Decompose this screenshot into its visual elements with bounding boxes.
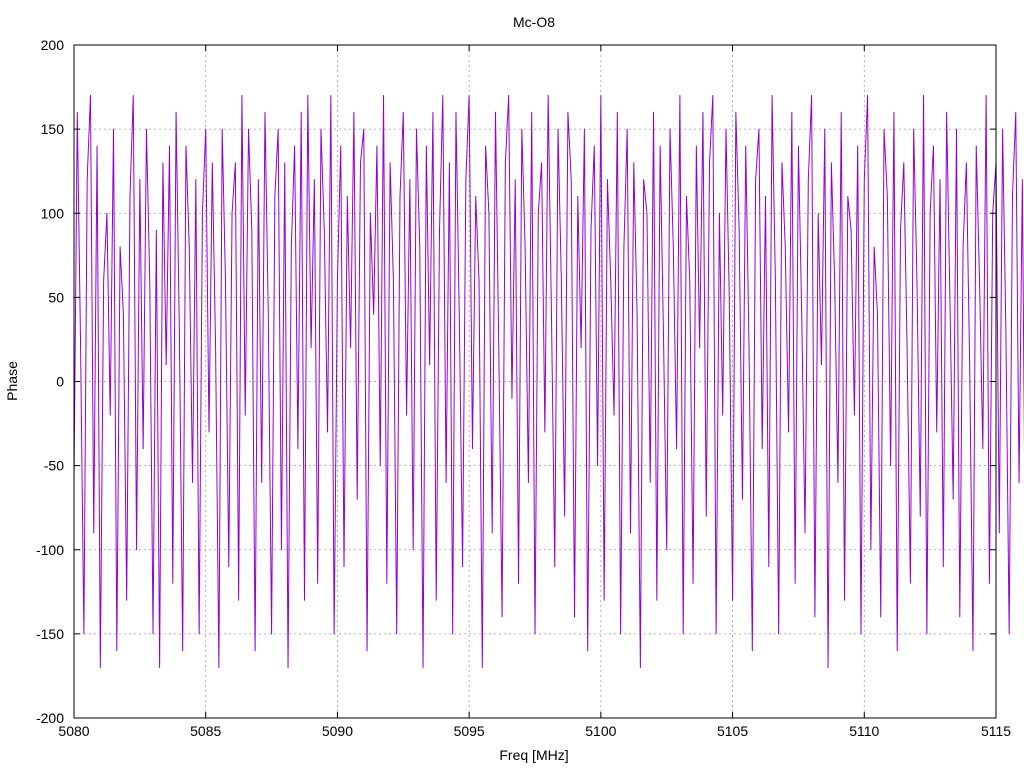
data-series — [73, 94, 1024, 669]
x-tick-label: 5080 — [58, 723, 89, 739]
grid-lines — [74, 45, 996, 718]
y-axis-label: Phase — [4, 361, 20, 401]
y-tick-label: 100 — [41, 205, 65, 221]
y-tick-label: 200 — [41, 37, 65, 53]
y-tick-label: 150 — [41, 121, 65, 137]
y-axis-ticks: -200 -150 -100 -50 0 50 100 150 200 — [36, 37, 996, 726]
x-tick-label: 5090 — [322, 723, 353, 739]
x-tick-label: 5105 — [717, 723, 748, 739]
x-tick-label: 5115 — [981, 723, 1011, 739]
chart-title: Mc-O8 — [513, 14, 555, 30]
y-tick-label: -150 — [36, 626, 64, 642]
x-tick-label: 5110 — [849, 723, 879, 739]
y-tick-label: 50 — [48, 289, 64, 305]
phase-series-line — [73, 94, 1024, 669]
x-tick-label: 5095 — [454, 723, 485, 739]
y-tick-label: -50 — [44, 458, 64, 474]
x-tick-label: 5085 — [190, 723, 221, 739]
x-tick-label: 5100 — [585, 723, 616, 739]
y-tick-label: 0 — [56, 374, 64, 390]
x-axis-label: Freq [MHz] — [499, 747, 568, 763]
x-axis-ticks: 5080 5085 5090 5095 5100 5105 5110 5115 — [58, 45, 1011, 739]
y-tick-label: -200 — [36, 710, 64, 726]
y-tick-label: -100 — [36, 542, 64, 558]
